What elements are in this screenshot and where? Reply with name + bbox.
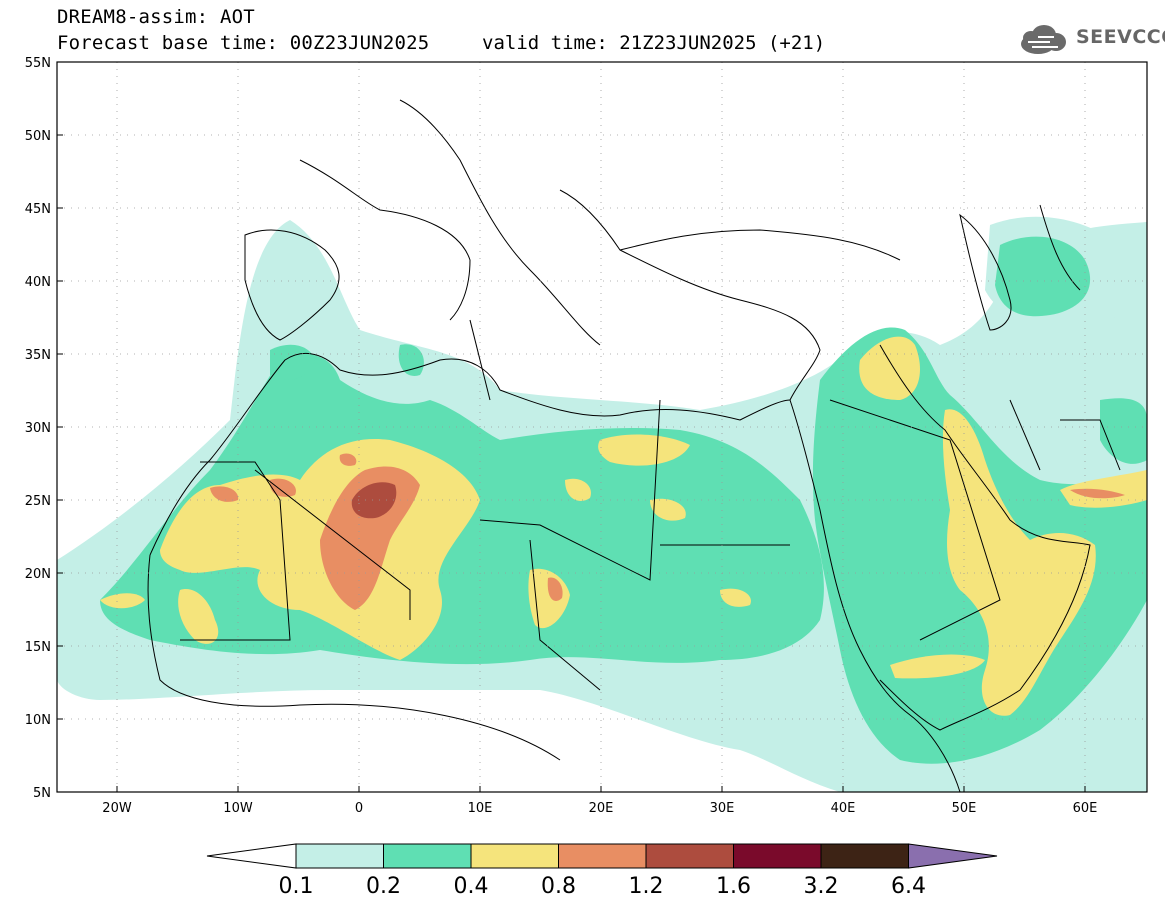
colorbar-segment <box>558 843 647 869</box>
lon-label: 10E <box>468 801 493 816</box>
colorbar-segment <box>645 843 734 869</box>
colorbar-label: 0.4 <box>454 874 489 899</box>
colorbar-label: 1.6 <box>716 874 751 899</box>
lon-label: 50E <box>952 801 977 816</box>
lon-label: 20W <box>102 801 132 816</box>
map-title: DREAM8-assim: AOT <box>57 6 255 28</box>
logo-text: SEEVCCC <box>1076 26 1165 48</box>
colorbar-low-arrow <box>206 843 297 869</box>
aot-level-0.8 <box>210 453 1125 610</box>
colorbar-high-arrow <box>908 843 998 869</box>
colorbar-label: 6.4 <box>891 874 926 899</box>
lat-label: 45N <box>25 202 51 217</box>
lon-label: 30E <box>710 801 735 816</box>
lat-label: 10N <box>25 713 51 728</box>
lat-label: 15N <box>25 640 51 655</box>
lat-label: 50N <box>25 129 51 144</box>
colorbar-label: 0.1 <box>279 874 314 899</box>
coastlines <box>147 99 1121 792</box>
colorbar-segment <box>733 843 822 869</box>
cloud-icon <box>1021 25 1066 54</box>
lon-label: 0 <box>355 801 363 816</box>
lat-label: 20N <box>25 567 51 582</box>
lat-label: 30N <box>25 421 51 436</box>
aot-level-1.2 <box>351 482 397 519</box>
colorbar-label: 0.2 <box>366 874 401 899</box>
colorbar-segment <box>820 843 909 869</box>
lon-label: 60E <box>1073 801 1098 816</box>
lon-label: 20E <box>589 801 614 816</box>
colorbar-label: 1.2 <box>629 874 664 899</box>
colorbar-label: 0.8 <box>541 874 576 899</box>
colorbar-label: 3.2 <box>804 874 839 899</box>
aot-contours <box>57 216 1147 792</box>
colorbar-segment <box>295 843 384 869</box>
lat-label: 55N <box>25 56 51 71</box>
colorbar: 0.1 0.2 0.4 0.8 1.2 1.6 3.2 6.4 <box>206 843 998 899</box>
lon-label: 10W <box>223 801 253 816</box>
valid-time: valid time: 21Z23JUN2025 (+21) <box>482 32 826 54</box>
longitude-axis: 20W 10W 0 10E 20E 30E 40E 50E 60E <box>102 786 1097 816</box>
colorbar-segment <box>383 843 472 869</box>
lat-label: 5N <box>33 786 51 801</box>
latitude-axis: 55N 50N 45N 40N 35N 30N 25N 20N 15N 10N … <box>25 56 63 801</box>
lat-label: 35N <box>25 348 51 363</box>
colorbar-segment <box>470 843 559 869</box>
lat-label: 25N <box>25 494 51 509</box>
forecast-base-time: Forecast base time: 00Z23JUN2025 <box>57 32 430 54</box>
graticule <box>57 62 1147 792</box>
lat-label: 40N <box>25 275 51 290</box>
lon-label: 40E <box>831 801 856 816</box>
